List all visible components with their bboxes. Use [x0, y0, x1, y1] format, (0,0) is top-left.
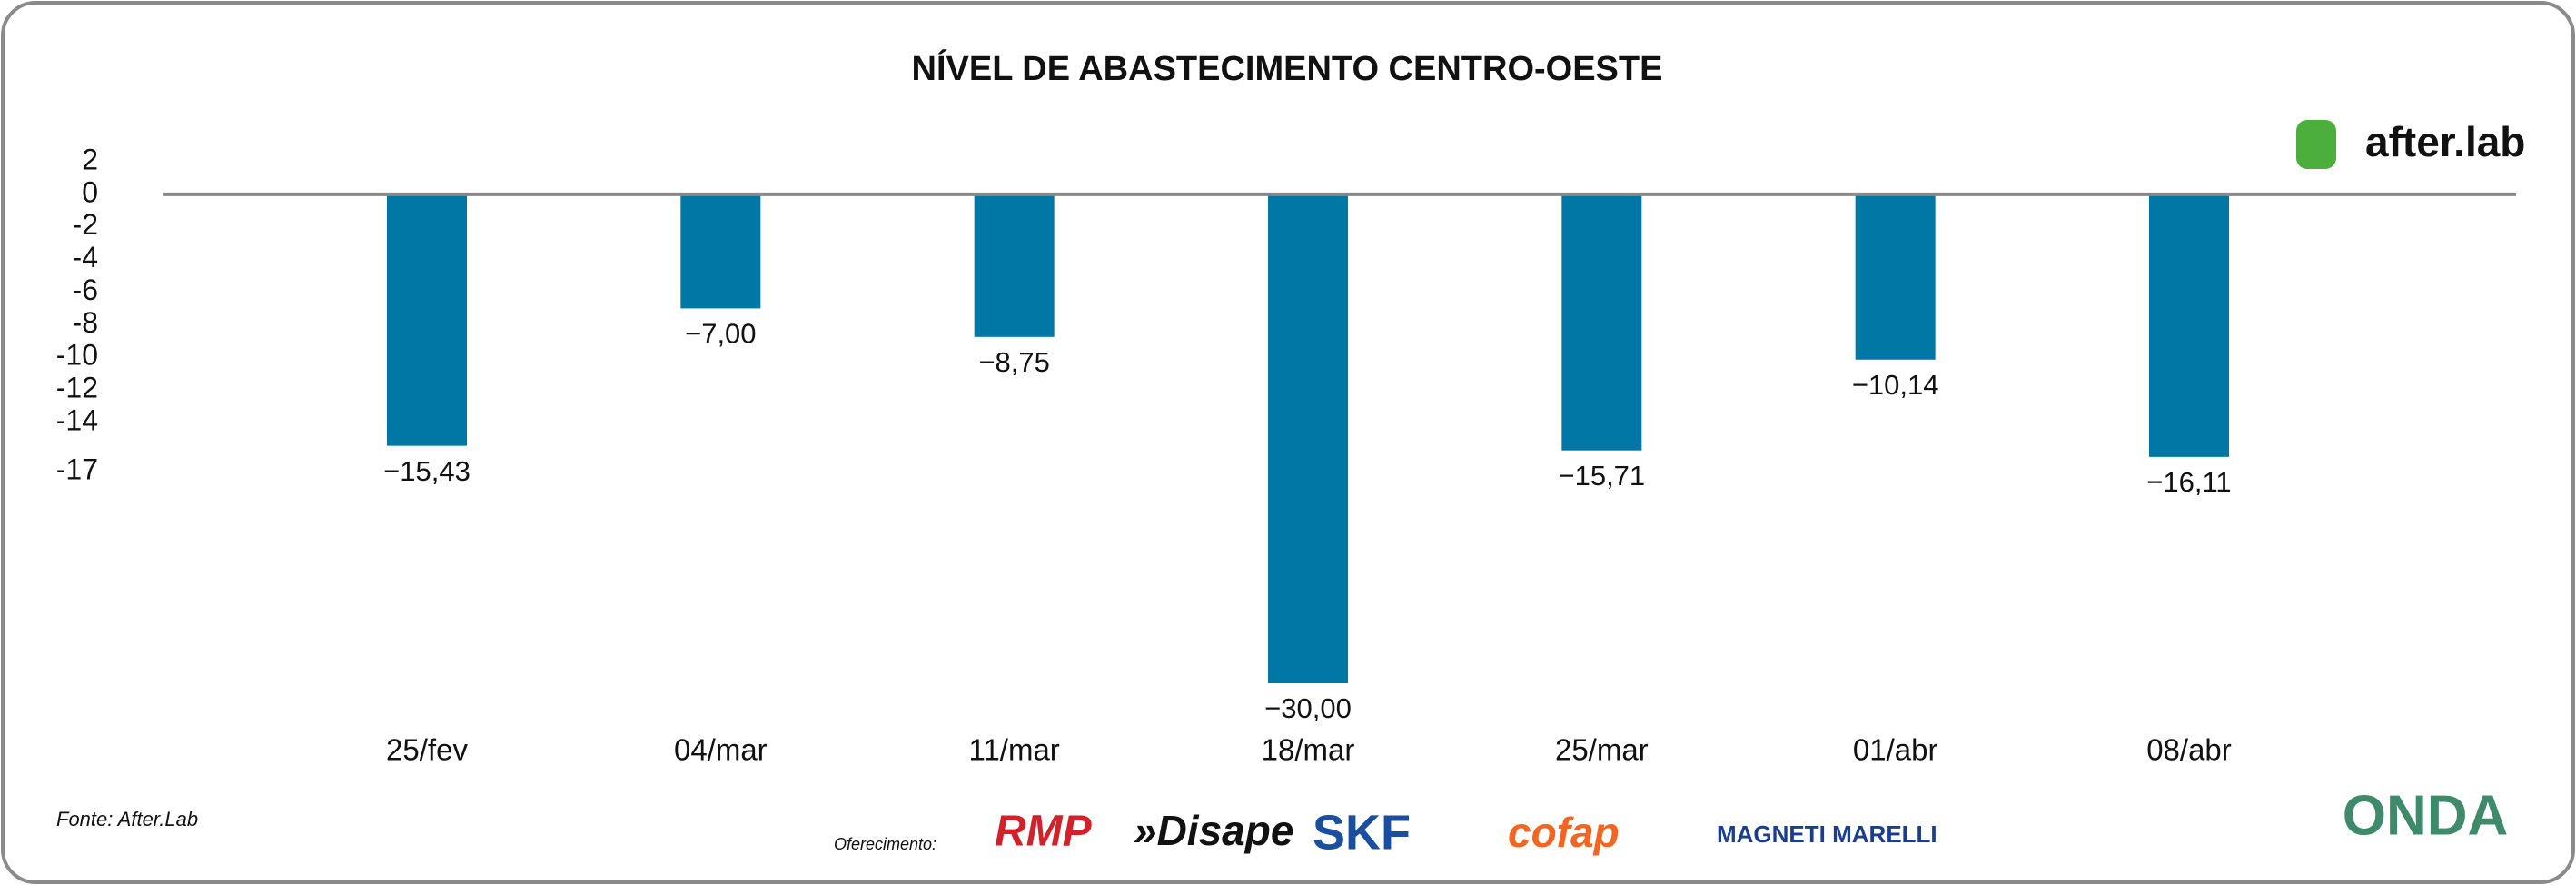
y-tick-label: -17: [56, 452, 98, 485]
y-tick-label: -8: [73, 306, 98, 339]
x-tick-label: 25/fev: [386, 733, 468, 767]
sponsor-logo: cofap: [1508, 809, 1620, 856]
x-tick-label: 08/abr: [2146, 733, 2232, 767]
sponsor-logo: RMP: [995, 808, 1093, 856]
bar: [974, 194, 1055, 337]
y-tick-label: -6: [73, 273, 98, 306]
x-tick-label: 11/mar: [969, 733, 1060, 767]
x-tick-label: 04/mar: [674, 733, 768, 767]
sponsor-logo: SKF: [1313, 805, 1411, 860]
value-label: −16,11: [2146, 466, 2231, 498]
y-tick-label: 2: [82, 143, 98, 175]
y-tick-label: -4: [73, 241, 98, 273]
bar: [2149, 194, 2229, 457]
value-label: −15,43: [383, 455, 471, 487]
brand-logo: after.lab: [2296, 118, 2525, 169]
x-tick-label: 25/mar: [1555, 733, 1649, 767]
sponsor-label: Oferecimento:: [834, 835, 936, 853]
bar: [1268, 194, 1348, 684]
brand-icon: [2296, 120, 2336, 169]
bar: [387, 194, 467, 446]
value-label: −8,75: [978, 346, 1049, 378]
y-tick-label: 0: [82, 175, 98, 208]
value-label: −7,00: [685, 318, 756, 350]
x-tick-label: 01/abr: [1853, 733, 1938, 767]
brand-text: after.lab: [2365, 118, 2525, 165]
bar: [1561, 194, 1642, 451]
y-tick-label: -12: [56, 372, 98, 404]
bar: [1855, 194, 1936, 360]
chart-title: NÍVEL DE ABASTECIMENTO CENTRO-OESTE: [912, 48, 1663, 88]
value-label: −15,71: [1558, 460, 1645, 492]
source: Fonte: After.Lab: [56, 808, 198, 830]
value-label: −10,14: [1852, 369, 1939, 401]
sponsor-logo: MAGNETI MARELLI: [1717, 820, 1937, 848]
y-tick-label: -10: [56, 339, 98, 372]
y-tick-label: -2: [73, 208, 98, 241]
sponsor-logo: »Disape: [1134, 807, 1293, 854]
bar: [680, 194, 761, 309]
y-tick-label: -14: [56, 403, 98, 436]
x-tick-label: 18/mar: [1262, 733, 1355, 767]
partner-logo: ONDA: [2343, 784, 2509, 847]
value-label: −30,00: [1264, 692, 1352, 724]
